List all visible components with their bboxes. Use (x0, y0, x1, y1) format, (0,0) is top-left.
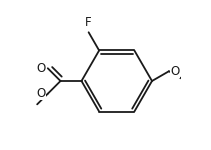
Text: O: O (36, 62, 46, 75)
Text: O: O (36, 87, 46, 100)
Text: O: O (170, 65, 180, 78)
Text: F: F (85, 16, 92, 28)
